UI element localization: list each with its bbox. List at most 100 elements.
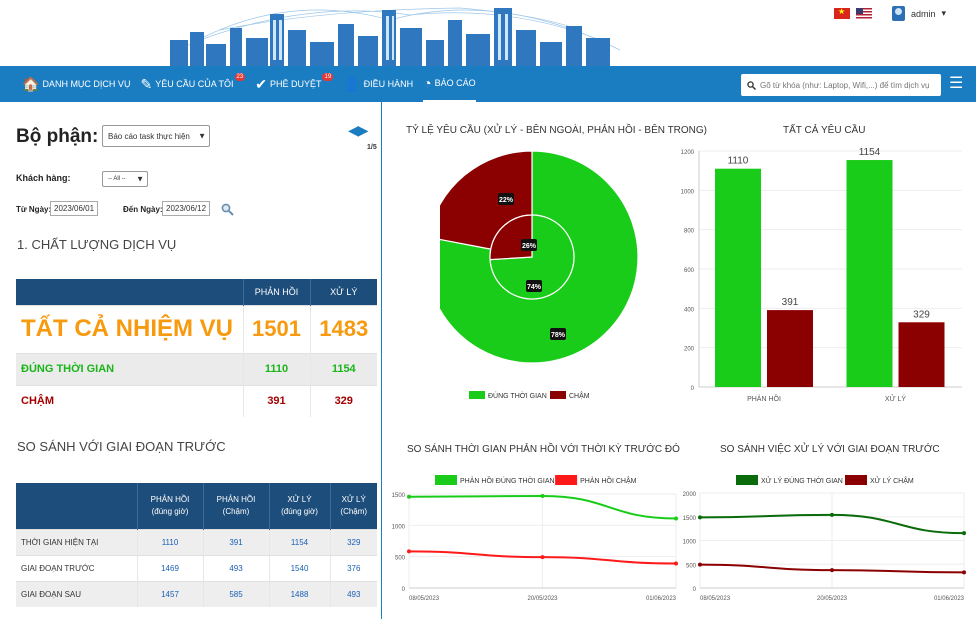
data-point [830, 512, 834, 517]
header-subline: (đúng giờ) [151, 506, 189, 516]
nav-item-approval[interactable]: ✔ PHÊ DUYỆT 19 [255, 66, 334, 102]
y-tick-label: 0 [402, 587, 406, 593]
main-nav: 🏠 DANH MỤC DỊCH VỤ ✎ YÊU CẦU CỦA TÔI 23 … [0, 66, 976, 102]
table-cell: 585 [202, 580, 269, 607]
check-icon: ✔ [255, 76, 267, 92]
table-header-row: PHẢN HỒI XỬ LÝ [16, 279, 377, 305]
person-icon: 👤 [343, 76, 361, 92]
bar [898, 322, 945, 387]
from-date-label: Từ Ngày: [16, 205, 52, 214]
service-quality-title: 1. CHẤT LƯỢNG DỊCH VỤ [17, 237, 177, 252]
table-header-row: PHẢN HỒI (đúng giờ) PHẢN HỒI (Chậm) XỬ LÝ (… [16, 483, 377, 529]
bar-value-label: 329 [913, 309, 930, 320]
compare-table: PHẢN HỒI (đúng giờ) PHẢN HỒI (Chậm) XỬ LÝ (… [16, 483, 377, 607]
department-select[interactable]: Báo cáo task thực hiện ▼ [102, 125, 210, 147]
english-flag-icon[interactable] [855, 8, 872, 19]
x-tick-label: 20/05/2023 [817, 596, 848, 602]
legend-swatch [555, 475, 578, 485]
from-date-input[interactable]: 2023/06/01 [50, 201, 99, 216]
data-label-bg [526, 280, 542, 292]
y-tick-label: 1500 [392, 493, 406, 499]
row-label: THỜI GIAN HIỆN TẠI [16, 528, 137, 555]
table-row: TẤT CẢ NHIỆM VỤ 1501 1483 [16, 304, 377, 353]
table-row: GIAI ĐOẠN SAU 1457 585 1488 493 [16, 580, 377, 607]
header-subline: (Chậm) [222, 506, 250, 516]
bar [715, 168, 761, 387]
page-nav-arrows: ◀▶ [348, 122, 369, 139]
hamburger-menu-icon[interactable]: ☰ [949, 75, 964, 92]
handling-line-chart: 0 500 1000 1500 2000 08/05/2023 20/05/2023 01/0… [683, 475, 966, 602]
y-tick-label: 1000 [681, 189, 695, 195]
nav-label: ĐIỀU HÀNH [363, 79, 414, 89]
nav-label: PHÊ DUYỆT [269, 79, 322, 89]
data-label: 74% [527, 284, 542, 291]
bar [767, 310, 813, 387]
user-name[interactable]: admin [910, 8, 936, 19]
legend-swatch [435, 475, 457, 485]
nav-item-my-requests[interactable]: ✎ YÊU CẦU CỦA TÔI 23 [140, 66, 246, 102]
nav-label: BÁO CÁO [434, 78, 476, 88]
to-date-label: Đến Ngày: [123, 205, 163, 214]
service-search-box[interactable] [741, 74, 941, 96]
y-tick-label: 500 [395, 556, 406, 562]
x-tick-label: XỬ LÝ [885, 394, 906, 403]
nav-label: YÊU CẦU CỦA TÔI [155, 79, 234, 89]
search-icon[interactable] [221, 203, 234, 219]
x-tick-label: 20/05/2023 [527, 596, 558, 602]
header-line: XỬ LÝ [341, 494, 366, 504]
x-tick-label: PHẢN HỒI [747, 393, 781, 403]
search-input[interactable] [760, 80, 940, 90]
pie-chart-icon: ◔ [423, 75, 432, 91]
data-label: 26% [522, 243, 537, 250]
nav-item-operations[interactable]: 👤 ĐIỀU HÀNH [343, 66, 413, 102]
report-left-panel: Bộ phận: Báo cáo task thực hiện ▼ ◀▶ 1/5… [0, 102, 382, 619]
next-page-icon[interactable]: ▶ [357, 122, 369, 138]
table-cell: 391 [202, 528, 269, 555]
prev-page-icon[interactable]: ◀ [348, 122, 359, 138]
department-label: Bộ phận: [16, 126, 99, 147]
department-select-value: Báo cáo task thực hiện [108, 131, 190, 141]
to-date-input[interactable]: 2023/06/12 [162, 201, 211, 216]
response-time-line-chart: 0 500 1000 1500 08/05/2023 20/05/2023 01/06/20… [392, 475, 678, 602]
bar-chart-title: TẤT CẢ YÊU CẦU [783, 125, 866, 136]
chevron-down-icon: ▼ [136, 174, 144, 184]
user-dropdown-caret-icon[interactable]: ▾ [941, 8, 946, 18]
request-ratio-donut-chart: 78% 22% 74% 26% ĐÚNG THỜI GIAN CHẬM [440, 150, 639, 400]
data-label: 22% [499, 197, 514, 204]
y-tick-label: 800 [684, 229, 695, 235]
table-row: GIAI ĐOẠN TRƯỚC 1469 493 1540 376 [16, 554, 377, 581]
nav-item-service-catalog[interactable]: 🏠 DANH MỤC DỊCH VỤ [22, 66, 130, 102]
bar-value-label: 1110 [728, 156, 749, 167]
bar-value-label: 1154 [859, 147, 881, 158]
customer-label: Khách hàng: [16, 173, 71, 183]
data-label-bg [550, 328, 566, 340]
legend-swatch [736, 475, 758, 485]
app-header: admin ▾ [0, 0, 976, 66]
data-point [698, 562, 702, 567]
column-header [16, 279, 243, 305]
data-point [962, 570, 966, 575]
data-label-bg [521, 239, 537, 251]
column-header: PHẢN HỒI (Chậm) [202, 483, 269, 529]
user-avatar-icon[interactable] [891, 6, 905, 21]
nav-item-reports[interactable]: ◔ BÁO CÁO [423, 66, 476, 102]
legend-label: XỬ LÝ ĐÚNG THỜI GIAN [761, 476, 843, 485]
count-badge: 23 [234, 73, 246, 81]
vietnamese-flag-icon[interactable] [833, 7, 850, 19]
y-tick-label: 0 [691, 386, 695, 392]
y-tick-label: 1000 [392, 524, 406, 530]
compare-title: SO SÁNH VỚI GIAI ĐOẠN TRƯỚC [17, 439, 226, 454]
table-cell: 1110 [242, 352, 310, 385]
table-cell: 493 [329, 580, 377, 607]
y-tick-label: 600 [684, 268, 695, 274]
legend-swatch-on-time [469, 391, 485, 399]
data-point [830, 568, 834, 573]
table-cell: 1110 [136, 528, 203, 555]
x-tick-label: 08/05/2023 [700, 596, 731, 602]
legend-label: PHẢN HỒI CHẬM [580, 475, 637, 485]
service-quality-table: PHẢN HỒI XỬ LÝ TẤT CẢ NHIỆM VỤ 1501 1483… [16, 279, 377, 417]
customer-select[interactable]: -- All -- ▼ [102, 171, 148, 187]
legend-label: CHẬM [569, 391, 590, 400]
y-tick-label: 200 [684, 347, 695, 353]
y-tick-label: 500 [686, 563, 697, 569]
